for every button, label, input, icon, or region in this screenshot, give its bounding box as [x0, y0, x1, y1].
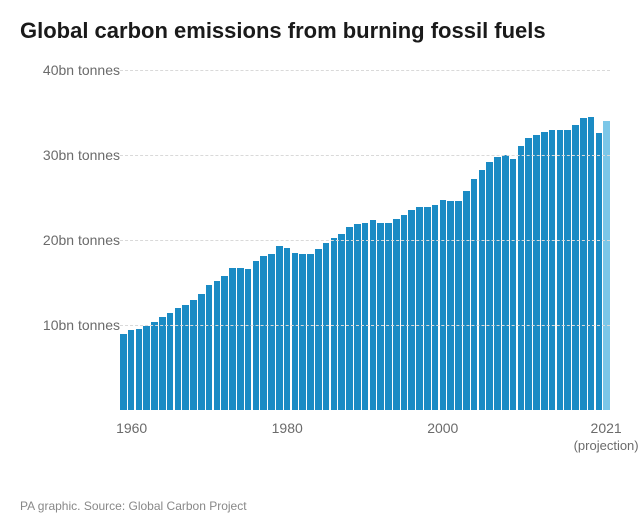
bar [596, 133, 603, 410]
bar [572, 125, 579, 410]
x-tick-sub: (projection) [574, 438, 639, 454]
bar [486, 162, 493, 410]
bar [416, 207, 423, 410]
y-tick-label: 20bn tonnes [43, 232, 120, 248]
bar [557, 130, 564, 410]
bar [315, 249, 322, 411]
bar [214, 281, 221, 410]
bar [299, 254, 306, 410]
bar [455, 201, 462, 410]
bar [549, 130, 556, 410]
bar [198, 294, 205, 410]
bar [463, 191, 470, 410]
bar [494, 157, 501, 410]
chart-area: 1960198020002021(projection) 10bn tonnes… [20, 60, 620, 470]
bar [362, 223, 369, 410]
bar [253, 261, 260, 410]
bar [393, 219, 400, 410]
bar [354, 224, 361, 410]
bar [580, 118, 587, 410]
bar [167, 313, 174, 410]
bar [424, 207, 431, 410]
chart-card: Global carbon emissions from burning fos… [0, 0, 640, 523]
x-tick-label: 1960 [116, 420, 147, 438]
bar [229, 268, 236, 410]
bar [541, 132, 548, 410]
bar [370, 220, 377, 410]
y-tick-label: 40bn tonnes [43, 62, 120, 78]
bar [206, 285, 213, 410]
x-tick-year: 1960 [116, 420, 147, 438]
grid-line [120, 240, 610, 241]
bar [525, 138, 532, 410]
bar [151, 322, 158, 410]
bar [221, 276, 228, 410]
bar [323, 243, 330, 410]
bar [276, 246, 283, 410]
x-tick-year: 2000 [427, 420, 458, 438]
grid-line [120, 155, 610, 156]
bar [346, 227, 353, 410]
bar [479, 170, 486, 410]
bar [307, 254, 314, 410]
bar [533, 135, 540, 410]
bar [447, 201, 454, 410]
bar [284, 248, 291, 410]
x-tick-year: 2021 [574, 420, 639, 438]
bar [120, 334, 127, 411]
bar [518, 146, 525, 410]
bar [143, 326, 150, 410]
bar [385, 223, 392, 410]
plot-area [120, 70, 610, 410]
bar [190, 300, 197, 411]
x-tick-label: 2021(projection) [574, 420, 639, 454]
bar [603, 121, 610, 410]
bar [471, 179, 478, 410]
x-tick-label: 2000 [427, 420, 458, 438]
y-tick-label: 10bn tonnes [43, 317, 120, 333]
bar [260, 256, 267, 410]
bar [588, 117, 595, 410]
bar [128, 330, 135, 410]
bar [338, 234, 345, 410]
bar [182, 305, 189, 410]
bar [136, 329, 143, 410]
bar [175, 308, 182, 410]
bar [159, 317, 166, 411]
bar [432, 205, 439, 410]
x-tick-year: 1980 [272, 420, 303, 438]
y-tick-label: 30bn tonnes [43, 147, 120, 163]
bar [292, 253, 299, 410]
source-text: PA graphic. Source: Global Carbon Projec… [20, 499, 247, 513]
bar [245, 269, 252, 410]
bar [401, 215, 408, 411]
chart-title: Global carbon emissions from burning fos… [20, 18, 620, 44]
bar [377, 223, 384, 410]
bar [564, 130, 571, 411]
grid-line [120, 325, 610, 326]
bar [502, 155, 509, 410]
bar [510, 159, 517, 410]
grid-line [120, 70, 610, 71]
x-tick-label: 1980 [272, 420, 303, 438]
bar [237, 268, 244, 410]
bar [440, 200, 447, 410]
bar [268, 254, 275, 410]
